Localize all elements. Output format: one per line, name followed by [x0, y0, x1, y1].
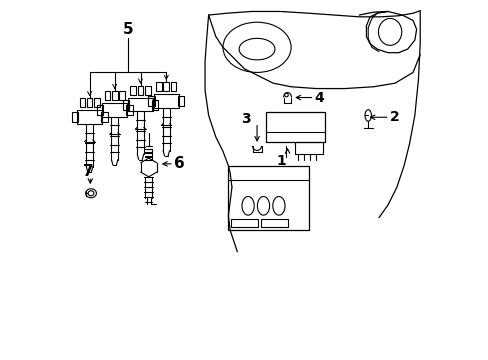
- Bar: [86, 98, 92, 107]
- Bar: [154, 94, 178, 108]
- Bar: [170, 82, 176, 91]
- Bar: [137, 86, 143, 95]
- Bar: [294, 142, 323, 154]
- Bar: [101, 112, 107, 122]
- Text: 3: 3: [241, 112, 251, 126]
- Text: 2: 2: [389, 110, 399, 124]
- Bar: [230, 220, 257, 227]
- Bar: [122, 100, 129, 110]
- Bar: [130, 86, 136, 95]
- Bar: [112, 91, 117, 100]
- Bar: [178, 96, 184, 106]
- Bar: [80, 98, 85, 107]
- Text: 6: 6: [174, 156, 184, 171]
- Text: 7: 7: [82, 164, 93, 179]
- Bar: [102, 103, 126, 117]
- Bar: [72, 112, 78, 122]
- Bar: [265, 112, 325, 142]
- Bar: [156, 82, 162, 91]
- Text: 1: 1: [276, 154, 285, 168]
- Bar: [77, 110, 102, 124]
- Text: 4: 4: [314, 90, 324, 104]
- Bar: [104, 91, 110, 100]
- Bar: [148, 96, 155, 106]
- Bar: [94, 98, 100, 107]
- Bar: [260, 220, 287, 227]
- Bar: [163, 82, 169, 91]
- Bar: [126, 105, 132, 115]
- Text: 5: 5: [122, 22, 133, 37]
- Bar: [128, 98, 152, 111]
- Bar: [152, 100, 158, 110]
- Bar: [119, 91, 124, 100]
- Bar: [144, 86, 150, 95]
- Bar: [97, 105, 103, 115]
